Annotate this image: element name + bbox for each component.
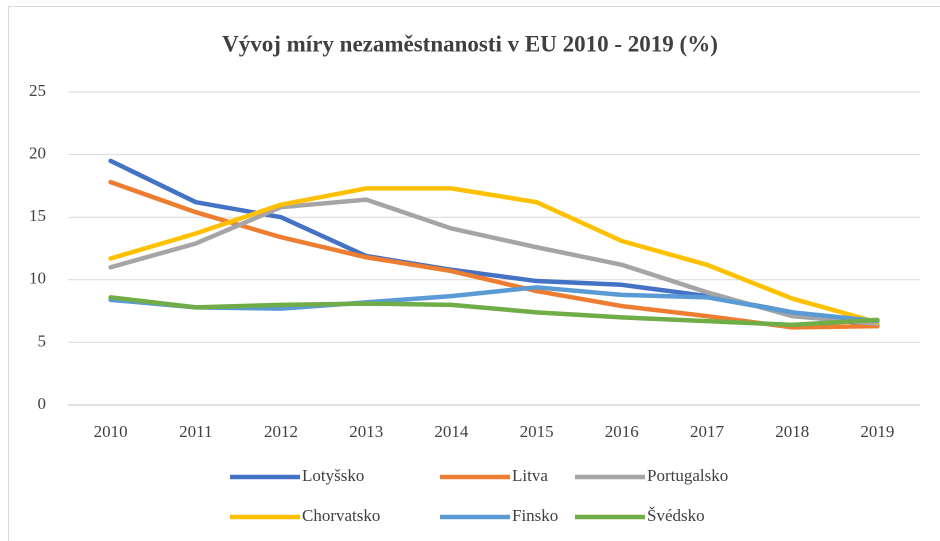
x-tick-label: 2010 [94, 422, 128, 441]
y-tick-label: 20 [29, 144, 46, 163]
x-tick-label: 2016 [605, 422, 639, 441]
legend-label: Švédsko [647, 506, 705, 525]
x-tick-label: 2019 [860, 422, 894, 441]
legend-label: Portugalsko [647, 466, 728, 485]
series-line [108, 295, 880, 328]
x-tick-label: 2018 [775, 422, 809, 441]
y-tick-label: 15 [29, 206, 46, 225]
y-tick-label: 5 [38, 331, 47, 350]
y-tick-label: 25 [29, 81, 46, 100]
x-tick-label: 2014 [434, 422, 469, 441]
x-tick-label: 2011 [179, 422, 212, 441]
legend-label: Finsko [512, 506, 558, 525]
x-tick-label: 2015 [520, 422, 554, 441]
x-tick-label: 2013 [349, 422, 383, 441]
chart-title: Vývoj míry nezaměstnanosti v EU 2010 - 2… [222, 31, 718, 56]
x-tick-label: 2017 [690, 422, 725, 441]
x-tick-label: 2012 [264, 422, 298, 441]
y-tick-label: 0 [38, 394, 47, 413]
legend-label: Lotyšsko [302, 466, 364, 485]
series-line [108, 186, 880, 325]
y-tick-label: 10 [29, 269, 46, 288]
legend-label: Litva [512, 466, 548, 485]
legend-label: Chorvatsko [302, 506, 380, 525]
